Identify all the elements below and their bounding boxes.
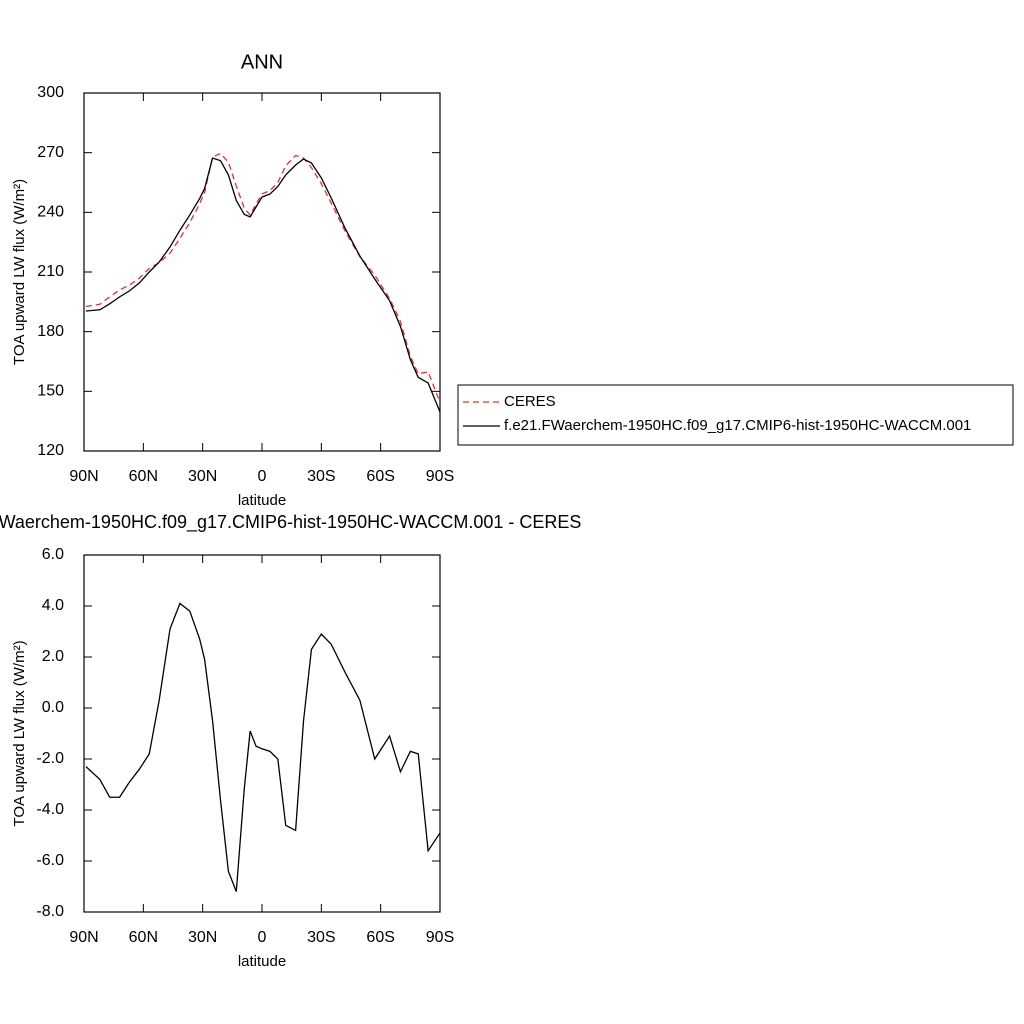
x-tick-label: 30S <box>307 468 335 485</box>
y-tick-label: 2.0 <box>42 648 64 665</box>
data-line <box>85 152 441 403</box>
plot-frame <box>83 92 441 452</box>
y-tick-label: 150 <box>37 383 64 400</box>
x-tick-label: 90S <box>426 468 454 485</box>
y-axis-label: TOA upward LW flux (W/m²) <box>11 179 28 365</box>
x-tick-label: 90N <box>69 468 98 485</box>
x-tick-label: 60N <box>129 929 158 946</box>
chart-title: f.e21.FWaerchem-1950HC.f09_g17.CMIP6-his… <box>0 512 581 533</box>
y-tick-label: 300 <box>37 84 64 101</box>
x-tick-label: 30S <box>307 929 335 946</box>
y-tick-label: 0.0 <box>42 699 64 716</box>
y-tick-label: 120 <box>37 442 64 459</box>
data-line <box>85 602 441 892</box>
plot-frame <box>83 554 441 913</box>
x-tick-label: 0 <box>258 468 267 485</box>
x-tick-label: 90S <box>426 929 454 946</box>
y-tick-label: -2.0 <box>36 750 64 767</box>
x-tick-label: 90N <box>69 929 98 946</box>
y-tick-label: 240 <box>37 204 64 221</box>
y-tick-label: 270 <box>37 144 64 161</box>
chart-title: ANN <box>241 51 283 73</box>
y-tick-label: 180 <box>37 323 64 340</box>
x-axis-label: latitude <box>238 953 286 970</box>
x-tick-label: 30N <box>188 929 217 946</box>
legend-label: f.e21.FWaerchem-1950HC.f09_g17.CMIP6-his… <box>504 417 971 434</box>
legend-label: CERES <box>504 393 556 410</box>
x-tick-label: 0 <box>258 929 267 946</box>
x-tick-label: 60N <box>129 468 158 485</box>
x-tick-label: 60S <box>366 468 394 485</box>
legend-box <box>457 384 1014 446</box>
y-tick-label: 4.0 <box>42 597 64 614</box>
x-axis-label: latitude <box>238 492 286 509</box>
x-tick-label: 30N <box>188 468 217 485</box>
x-tick-label: 60S <box>366 929 394 946</box>
y-tick-label: 6.0 <box>42 546 64 563</box>
y-tick-label: -6.0 <box>36 852 64 869</box>
y-tick-label: -8.0 <box>36 903 64 920</box>
y-axis-label: TOA upward LW flux (W/m²) <box>11 640 28 826</box>
data-line <box>85 157 441 413</box>
y-tick-label: 210 <box>37 263 64 280</box>
y-tick-label: -4.0 <box>36 801 64 818</box>
